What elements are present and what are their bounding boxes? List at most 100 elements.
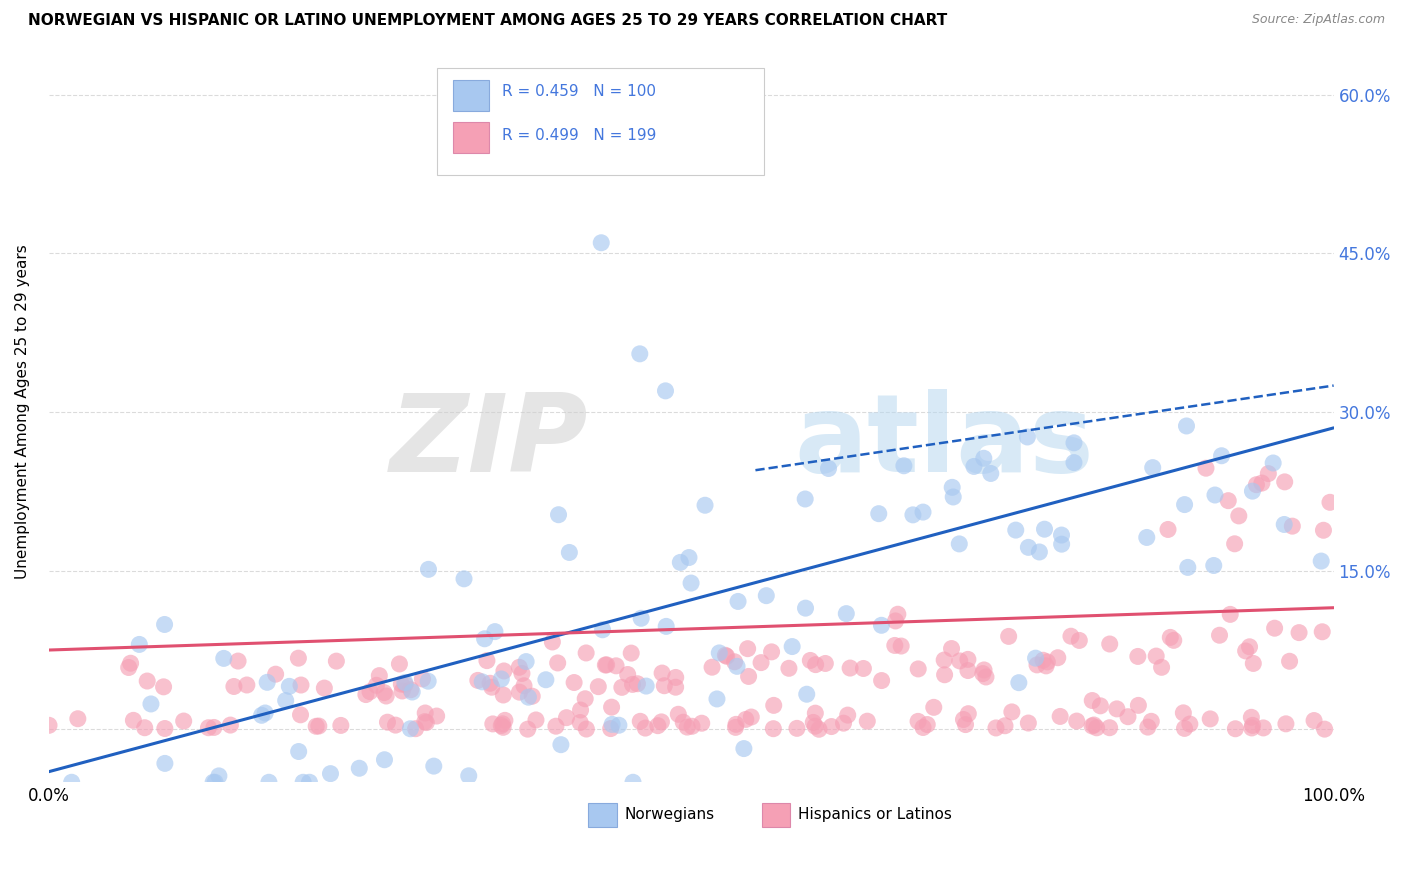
Point — [308, 719, 330, 733]
Point — [254, 706, 277, 720]
Point — [1253, 721, 1275, 735]
Point — [621, 677, 644, 691]
Point — [814, 657, 837, 671]
Point — [541, 635, 564, 649]
Point — [807, 723, 830, 737]
Point — [484, 624, 506, 639]
Point — [654, 384, 676, 398]
Point — [1098, 637, 1121, 651]
Point — [856, 714, 879, 729]
Point — [1257, 467, 1279, 481]
Point — [292, 775, 315, 789]
Point — [120, 657, 142, 671]
Point — [1173, 706, 1195, 720]
Point — [290, 678, 312, 692]
Point — [222, 680, 245, 694]
Point — [605, 658, 627, 673]
Point — [1218, 493, 1240, 508]
Point — [1234, 644, 1257, 658]
Point — [794, 491, 817, 506]
Point — [955, 717, 977, 731]
Point — [610, 681, 633, 695]
Point — [399, 722, 422, 736]
Point — [672, 715, 695, 730]
Point — [1241, 657, 1264, 671]
Point — [401, 685, 423, 699]
Point — [1032, 653, 1054, 667]
Point — [1303, 714, 1326, 728]
Point — [740, 710, 762, 724]
Point — [1225, 722, 1247, 736]
Point — [510, 666, 533, 681]
Point — [901, 508, 924, 522]
Point — [547, 656, 569, 670]
Point — [558, 545, 581, 559]
Point — [391, 684, 413, 698]
Point — [595, 658, 617, 673]
Point — [893, 458, 915, 473]
Point — [492, 688, 515, 702]
Point — [600, 700, 623, 714]
Point — [1313, 722, 1336, 736]
Point — [1159, 631, 1181, 645]
Point — [1063, 456, 1085, 470]
Point — [1116, 709, 1139, 723]
Point — [457, 769, 479, 783]
Point — [325, 654, 347, 668]
Point — [569, 715, 592, 730]
Text: R = 0.499   N = 199: R = 0.499 N = 199 — [502, 128, 657, 144]
Point — [1204, 488, 1226, 502]
Point — [1310, 554, 1333, 568]
Point — [1017, 541, 1039, 555]
Bar — [454, 121, 489, 153]
Point — [839, 661, 862, 675]
Point — [852, 661, 875, 675]
Point — [716, 649, 738, 664]
Point — [250, 708, 273, 723]
Point — [1150, 660, 1173, 674]
Point — [681, 576, 703, 591]
Point — [423, 759, 446, 773]
Point — [1035, 658, 1057, 673]
Point — [820, 720, 842, 734]
Point — [634, 721, 657, 735]
Text: R = 0.459   N = 100: R = 0.459 N = 100 — [502, 84, 657, 99]
Point — [665, 680, 688, 694]
Point — [1142, 460, 1164, 475]
Point — [1202, 558, 1225, 573]
Point — [550, 738, 572, 752]
Point — [957, 706, 980, 721]
Point — [555, 711, 578, 725]
Point — [575, 722, 598, 736]
Point — [522, 690, 544, 704]
Point — [1105, 702, 1128, 716]
Point — [1275, 716, 1298, 731]
Point — [197, 721, 219, 735]
Point — [1264, 621, 1286, 635]
Point — [1272, 517, 1295, 532]
Point — [934, 653, 956, 667]
Point — [368, 668, 391, 682]
Point — [1219, 607, 1241, 622]
Point — [817, 461, 839, 475]
Point — [868, 507, 890, 521]
Point — [492, 664, 515, 678]
Point — [973, 663, 995, 677]
Point — [1033, 522, 1056, 536]
Point — [373, 753, 395, 767]
Point — [883, 639, 905, 653]
Point — [491, 718, 513, 732]
Point — [278, 679, 301, 693]
Point — [980, 467, 1002, 481]
Point — [780, 640, 803, 654]
Point — [1025, 651, 1047, 665]
Point — [778, 661, 800, 675]
Point — [628, 714, 651, 729]
Point — [153, 756, 176, 771]
Point — [1028, 545, 1050, 559]
Point — [727, 594, 749, 608]
Point — [389, 677, 412, 691]
Point — [890, 639, 912, 653]
Point — [60, 775, 83, 789]
Point — [1008, 675, 1031, 690]
